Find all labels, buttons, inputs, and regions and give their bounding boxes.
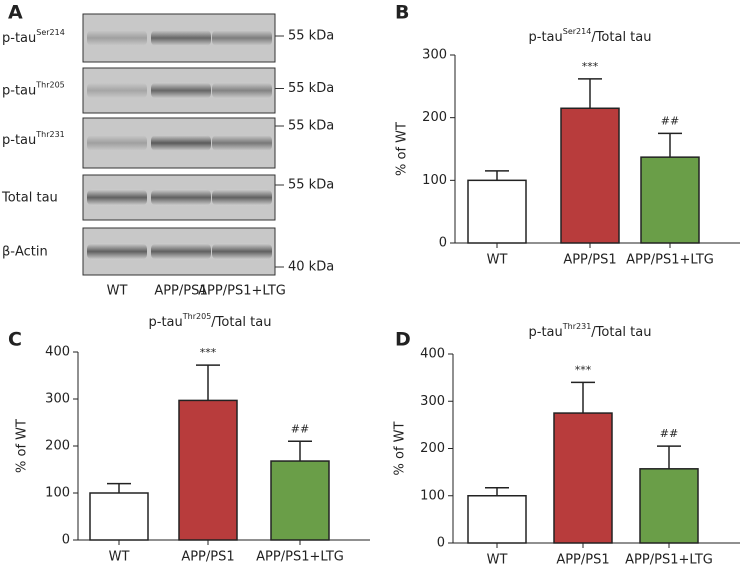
blot-row-label-sup: Thr231 [35, 130, 65, 139]
bar [639, 468, 699, 544]
x-tick-label: APP/PS1+LTG [256, 550, 344, 565]
chart-title: p-tauThr231/Total tau [529, 322, 652, 340]
band [151, 30, 211, 46]
blot-row-label-sup: Thr205 [35, 80, 65, 89]
x-tick-label: APP/PS1+LTG [626, 253, 714, 268]
y-tick-label: 300 [420, 394, 445, 409]
blot-row-label: Total tau [1, 190, 58, 205]
chart-title: p-tauThr205/Total tau [149, 312, 272, 330]
band [212, 82, 272, 99]
significance-label: *** [575, 363, 592, 376]
y-tick-label: 200 [420, 441, 445, 456]
chart-title-main: p-tau [149, 315, 183, 330]
y-tick-label: 100 [45, 486, 70, 501]
significance-label: ## [291, 422, 309, 435]
chart-title-rest: /Total tau [211, 315, 271, 330]
x-tick-label: APP/PS1 [181, 550, 234, 565]
band [212, 135, 272, 151]
blot-row-label-main: Total tau [1, 190, 58, 205]
bar [640, 156, 700, 244]
y-axis-label: % of WT [393, 421, 408, 475]
band [87, 189, 147, 206]
chart-title-main: p-tau [529, 325, 563, 340]
panel-letter: B [395, 2, 409, 24]
chart-title-sup: Thr205 [182, 312, 212, 321]
y-tick-label: 0 [439, 236, 447, 251]
marker-label: 55 kDa [288, 178, 334, 193]
lane-label: APP/PS1+LTG [198, 284, 286, 299]
band [212, 189, 272, 206]
marker-label: 55 kDa [288, 29, 334, 44]
chart-title: p-tauSer214/Total tau [529, 27, 652, 45]
x-tick-label: APP/PS1 [563, 253, 616, 268]
panel-letter: A [8, 2, 23, 24]
band [87, 243, 147, 260]
bar [89, 492, 149, 541]
significance-label: ## [661, 114, 679, 127]
band [151, 189, 211, 206]
chart-title-rest: /Total tau [591, 30, 651, 45]
y-tick-label: 200 [422, 110, 447, 125]
bar [467, 179, 527, 244]
blot-row-label: p-tauSer214 [2, 28, 65, 46]
band [212, 30, 272, 46]
marker-label: 55 kDa [288, 81, 334, 96]
band [87, 135, 147, 151]
y-tick-label: 100 [420, 488, 445, 503]
marker-label: 55 kDa [288, 119, 334, 134]
x-tick-label: WT [487, 553, 508, 567]
chart-title-sup: Ser214 [563, 27, 592, 36]
y-tick-label: 0 [62, 533, 70, 548]
blot-row-label-main: β-Actin [2, 244, 48, 259]
blot-row-label: β-Actin [2, 244, 48, 259]
x-tick-label: WT [487, 253, 508, 268]
y-axis-label: % of WT [395, 122, 410, 176]
y-tick-label: 200 [45, 439, 70, 454]
blot-row-label-main: p-tau [2, 83, 36, 98]
lane-label: APP/PS1 [154, 284, 207, 299]
y-tick-label: 300 [422, 48, 447, 63]
x-tick-label: APP/PS1+LTG [625, 553, 713, 567]
x-tick-label: APP/PS1 [556, 553, 609, 567]
panel-letter: D [395, 329, 411, 351]
y-tick-label: 400 [420, 347, 445, 362]
significance-label: *** [200, 346, 217, 359]
band [87, 82, 147, 99]
chart-title-main: p-tau [529, 30, 563, 45]
bar [467, 495, 527, 544]
chart-title-sup: Thr231 [562, 322, 592, 331]
y-axis-label: % of WT [15, 419, 30, 473]
blot-row-label-main: p-tau [2, 31, 36, 46]
y-tick-label: 400 [45, 345, 70, 360]
significance-label: ## [660, 427, 678, 440]
blot-row-label: p-tauThr205 [2, 80, 65, 98]
chart-title-rest: /Total tau [591, 325, 651, 340]
marker-label: 40 kDa [288, 260, 334, 275]
band [151, 82, 211, 99]
western-blot [82, 13, 276, 276]
band [87, 30, 147, 46]
significance-label: *** [582, 60, 599, 73]
x-tick-label: WT [109, 550, 130, 565]
band [151, 243, 211, 260]
band [212, 243, 272, 260]
y-tick-label: 100 [422, 173, 447, 188]
panel-letter: C [8, 329, 22, 351]
y-tick-label: 0 [437, 536, 445, 551]
y-tick-label: 300 [45, 392, 70, 407]
band [151, 135, 211, 151]
bar [560, 107, 620, 244]
lane-label: WT [107, 284, 128, 299]
bar [270, 460, 330, 541]
bar [178, 399, 238, 541]
blot-row-label: p-tauThr231 [2, 130, 65, 148]
blot-row-label-sup: Ser214 [36, 28, 65, 37]
bar [553, 412, 613, 544]
blot-row-label-main: p-tau [2, 133, 36, 148]
